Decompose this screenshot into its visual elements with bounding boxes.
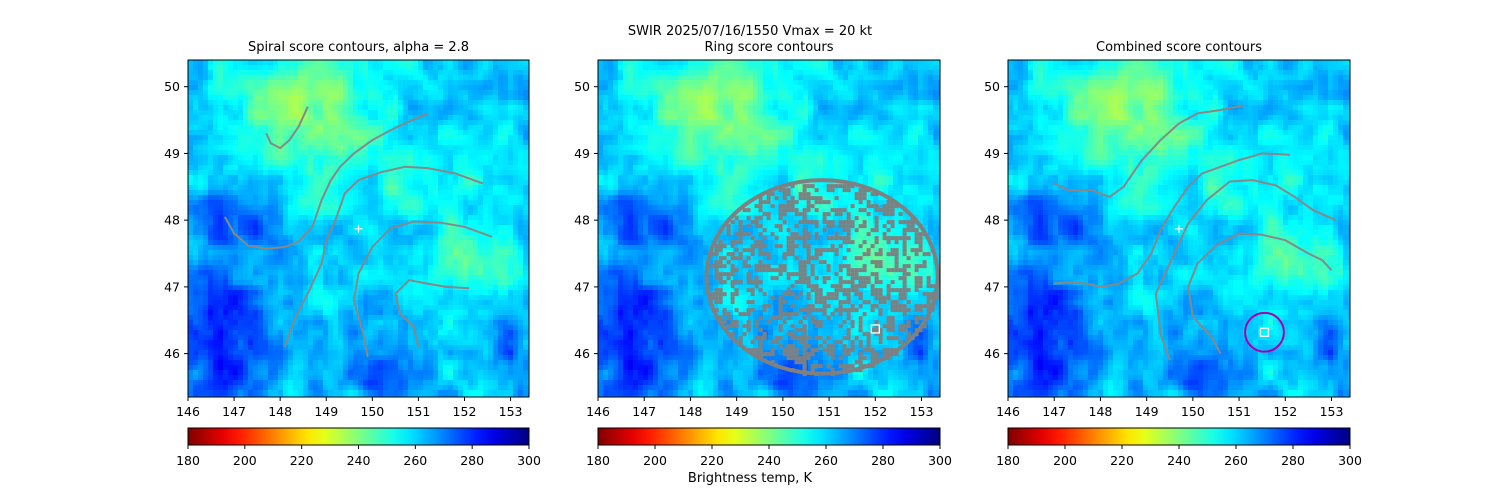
figure-suptitle: SWIR 2025/07/16/1550 Vmax = 20 kt: [627, 24, 873, 39]
colorbar-tick-label: 220: [1110, 453, 1134, 468]
center-plus-marker: [354, 224, 363, 233]
x-tick-label: 150: [771, 404, 795, 419]
y-tick-label: 50: [164, 79, 180, 94]
x-tick-label: 149: [725, 404, 749, 419]
y-tick-label: 47: [984, 279, 1000, 294]
x-tick-label: 147: [222, 404, 246, 419]
y-tick-label: 49: [574, 146, 590, 161]
colorbar-tick-label: 200: [1053, 453, 1077, 468]
best-square-marker: [870, 324, 880, 334]
colorbar-tick-label: 300: [517, 453, 541, 468]
colorbar-tick-label: 280: [871, 453, 895, 468]
contour-line-3: [1154, 179, 1337, 361]
y-tick-label: 50: [574, 79, 590, 94]
y-tick-label: 49: [984, 146, 1000, 161]
colorbar-tick-label: 260: [814, 453, 838, 468]
x-tick-label: 148: [679, 404, 703, 419]
y-tick-label: 48: [574, 213, 590, 228]
colorbar-tick-label: 280: [1281, 453, 1305, 468]
x-tick-label: 152: [453, 404, 477, 419]
panel-title: Ring score contours: [704, 40, 833, 55]
axes-frame: [597, 59, 941, 398]
colorbar-tick-label: 300: [1338, 453, 1362, 468]
x-tick-label: 153: [910, 404, 934, 419]
colorbar-tick-label: 220: [290, 453, 314, 468]
x-tick-label: 148: [1089, 404, 1113, 419]
colorbar-tick-label: 240: [347, 453, 371, 468]
center-plus-marker: [1175, 224, 1183, 233]
x-tick-label: 146: [586, 404, 610, 419]
y-tick-label: 47: [574, 279, 590, 294]
x-tick-label: 153: [1320, 404, 1344, 419]
best-square-marker: [1259, 327, 1270, 337]
contour-line-4: [1187, 232, 1333, 355]
combined-circle-marker: [1244, 311, 1285, 353]
x-tick-label: 152: [1273, 404, 1297, 419]
x-tick-label: 151: [1227, 404, 1251, 419]
x-tick-label: 147: [632, 404, 656, 419]
colorbar-label: Brightness temp, K: [687, 471, 813, 486]
panel-title: Spiral score contours, alpha = 2.8: [248, 40, 469, 55]
y-tick-label: 46: [574, 346, 590, 361]
x-tick-label: 147: [1042, 404, 1066, 419]
axes-frame: [1007, 59, 1351, 398]
y-tick-label: 46: [164, 346, 180, 361]
colorbar-tick-label: 260: [403, 453, 427, 468]
x-tick-label: 151: [817, 404, 841, 419]
y-tick-label: 50: [984, 79, 1000, 94]
y-tick-label: 48: [164, 213, 180, 228]
colorbar-tick-label: 300: [928, 453, 952, 468]
colorbar-tick-label: 280: [460, 453, 484, 468]
contour-line-2: [224, 112, 428, 250]
y-tick-label: 48: [984, 213, 1000, 228]
contour-line-3: [283, 165, 484, 348]
x-tick-label: 152: [863, 404, 887, 419]
ring-score-region: [704, 178, 940, 377]
heatmap-field: [1008, 60, 1350, 397]
colorbar: 180 200 220 240 260 280 300: [586, 427, 952, 468]
y-tick-label: 47: [164, 279, 180, 294]
panel-title: Combined score contours: [1096, 40, 1262, 55]
x-tick-label: 148: [268, 404, 292, 419]
colorbar-tick-label: 180: [996, 453, 1020, 468]
y-tick-label: 49: [164, 146, 180, 161]
x-tick-label: 149: [314, 404, 338, 419]
contour-line-1: [265, 106, 309, 150]
panel-2: Ring score contours 146 147 148 149 150 151 152…: [574, 40, 952, 468]
panel-3: Combined score contours 146 147 148 149 150 15…: [984, 40, 1362, 468]
colorbar: 180 200 220 240 260 280 300: [996, 427, 1362, 468]
contour-line-1: [1054, 152, 1290, 288]
x-tick-label: 150: [1181, 404, 1205, 419]
contour-line-5: [394, 279, 470, 348]
x-tick-label: 151: [406, 404, 430, 419]
y-tick-label: 46: [984, 346, 1000, 361]
x-tick-label: 146: [996, 404, 1020, 419]
colorbar-tick-label: 240: [1167, 453, 1191, 468]
colorbar-tick-label: 220: [700, 453, 724, 468]
panel-1: Spiral score contours, alpha = 2.8 146 147…: [164, 40, 541, 468]
colorbar-tick-label: 200: [643, 453, 667, 468]
x-tick-label: 150: [360, 404, 384, 419]
heatmap-field: [188, 60, 529, 397]
axes-frame: [187, 59, 530, 398]
colorbar-tick-label: 260: [1224, 453, 1248, 468]
x-tick-label: 149: [1135, 404, 1159, 419]
colorbar-tick-label: 200: [233, 453, 257, 468]
x-tick-label: 153: [499, 404, 523, 419]
contour-line-4: [352, 220, 493, 358]
contour-line-2: [1053, 104, 1244, 198]
colorbar-tick-label: 180: [176, 453, 200, 468]
colorbar: 180 200 220 240 260 280 300: [176, 427, 541, 468]
colorbar-tick-label: 240: [757, 453, 781, 468]
colorbar-tick-label: 180: [586, 453, 610, 468]
x-tick-label: 146: [176, 404, 200, 419]
